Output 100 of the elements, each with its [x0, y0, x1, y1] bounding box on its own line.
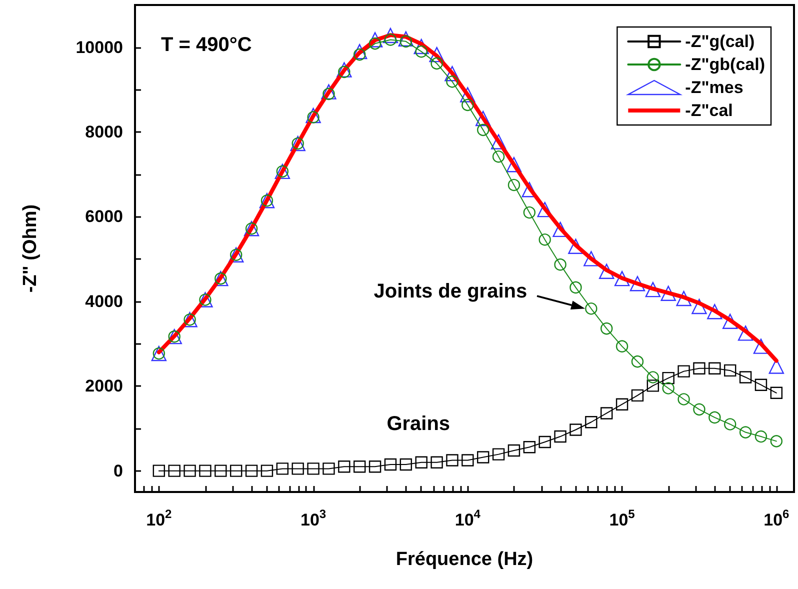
- point: [645, 282, 661, 298]
- legend-label: -Z"mes: [685, 78, 744, 97]
- point: [338, 460, 350, 473]
- point: [631, 389, 644, 402]
- point: [462, 98, 474, 112]
- point: [506, 157, 522, 172]
- point: [724, 418, 736, 430]
- point: [184, 464, 196, 477]
- point: [490, 134, 506, 150]
- point: [199, 464, 212, 477]
- point: [692, 298, 707, 314]
- point: [230, 464, 242, 477]
- point: [430, 57, 443, 70]
- point: [754, 430, 768, 443]
- point: [429, 46, 444, 62]
- point: [476, 110, 491, 126]
- point: [384, 458, 397, 471]
- point: [616, 398, 628, 410]
- point: [770, 435, 783, 448]
- point: [754, 378, 768, 391]
- point: [739, 371, 752, 384]
- point: [523, 441, 536, 454]
- point: [398, 31, 414, 46]
- point: [492, 150, 505, 163]
- point: [570, 424, 582, 436]
- point: [678, 365, 690, 378]
- point: [382, 28, 398, 44]
- point: [768, 358, 784, 374]
- y-tick-label: 10000: [76, 38, 123, 57]
- annotation: Grains: [386, 412, 450, 435]
- y-tick-label: 2000: [85, 376, 123, 396]
- point: [554, 430, 566, 443]
- y-tick-label: 4000: [85, 292, 123, 311]
- point: [307, 462, 320, 475]
- point: [676, 290, 692, 306]
- point: [600, 322, 613, 335]
- point: [708, 411, 721, 424]
- point: [214, 464, 227, 477]
- point: [292, 462, 304, 475]
- point: [600, 407, 613, 420]
- point: [646, 380, 660, 392]
- point: [584, 251, 599, 266]
- point: [630, 276, 646, 292]
- point: [708, 362, 721, 374]
- point: [646, 371, 660, 384]
- point: [660, 286, 676, 301]
- point: [662, 382, 674, 394]
- point: [616, 340, 628, 352]
- point: [585, 302, 598, 315]
- point: [352, 44, 368, 60]
- point: [322, 462, 335, 475]
- point: [770, 386, 783, 400]
- point: [508, 178, 520, 192]
- point: [508, 444, 520, 457]
- point: [477, 451, 490, 464]
- point: [460, 87, 476, 102]
- point: [693, 403, 706, 416]
- point: [400, 35, 412, 48]
- point: [462, 454, 474, 466]
- point: [739, 426, 752, 438]
- point: [446, 454, 458, 466]
- y-tick-label: 6000: [85, 207, 123, 226]
- annotation: T = 490°C: [161, 34, 252, 56]
- point: [693, 362, 706, 374]
- point: [662, 372, 674, 384]
- point: [477, 124, 490, 136]
- point: [336, 62, 352, 78]
- point: [245, 464, 258, 477]
- point: [446, 76, 458, 88]
- point: [260, 464, 274, 477]
- y-axis-title: -Z" (Ohm): [20, 204, 41, 293]
- point: [168, 464, 180, 477]
- point: [444, 66, 460, 82]
- point: [724, 364, 736, 377]
- point: [368, 460, 382, 473]
- point: [678, 393, 690, 406]
- y-tick-label: 8000: [85, 122, 123, 142]
- point: [707, 304, 722, 320]
- legend-label: -Z"gb(cal): [685, 55, 766, 74]
- point: [353, 460, 366, 473]
- point: [585, 416, 598, 428]
- point: [554, 258, 566, 271]
- point: [538, 436, 551, 448]
- point: [570, 281, 582, 294]
- x-axis-title: Fréquence (Hz): [396, 549, 534, 570]
- point: [276, 462, 289, 475]
- point: [321, 84, 336, 100]
- point: [400, 458, 412, 471]
- point: [152, 464, 166, 477]
- point: [614, 270, 630, 286]
- point: [631, 355, 644, 368]
- y-tick-label: 0: [114, 461, 123, 480]
- annotation: Joints de grains: [374, 280, 528, 302]
- point: [415, 456, 428, 468]
- point: [430, 456, 443, 468]
- point: [598, 264, 614, 279]
- legend-label: -Z"cal: [685, 101, 733, 120]
- legend-label: -Z"g(cal): [685, 32, 755, 51]
- point: [523, 206, 536, 219]
- point: [492, 448, 505, 460]
